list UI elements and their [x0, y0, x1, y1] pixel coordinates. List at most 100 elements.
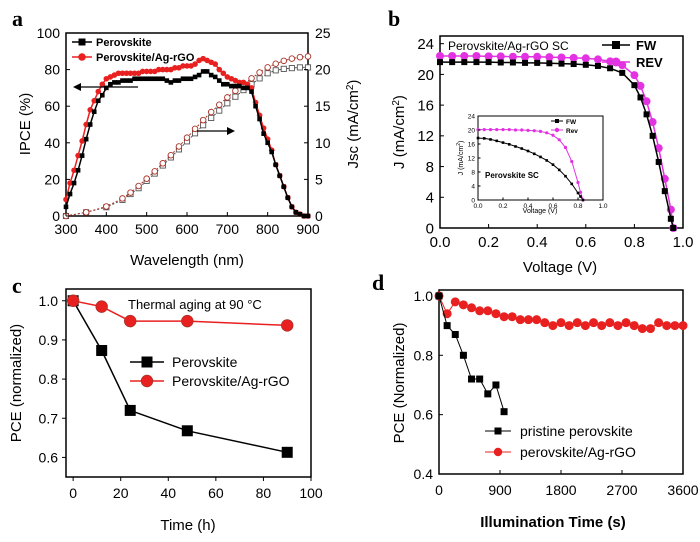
- marker-b-rev-13: [593, 55, 602, 64]
- marker-a-ipce-perovskite-21: [148, 76, 153, 82]
- legend-marker-c2: [140, 374, 154, 388]
- y-b-tick-label-6: 24: [417, 36, 434, 53]
- marker-inset-fw-10: [539, 155, 542, 159]
- x-c-tick-label-3: 60: [208, 485, 224, 501]
- marker-a-ipce-agrgo-5: [83, 121, 89, 128]
- legend-marker-b2: [611, 57, 621, 67]
- marker-inset-fw-14: [564, 174, 567, 178]
- marker-a-ipce-perovskite-4: [79, 153, 85, 158]
- marker-a-ipce-perovskite-1: [67, 191, 73, 197]
- marker-a-ipce-perovskite-37: [212, 74, 218, 80]
- marker-a-ipce-perovskite-34: [200, 69, 206, 74]
- marker-a-jsc-agrgo-2: [103, 203, 110, 210]
- marker-a-ipce-perovskite-24: [160, 76, 166, 82]
- y-a-tick-label-1: 20: [44, 171, 60, 187]
- marker-b-fw-0: [437, 59, 443, 66]
- x-a-tick-label-5: 800: [256, 221, 280, 237]
- marker-a-jsc-agrgo-11: [183, 134, 191, 141]
- y-c-tick-label-3: 0.9: [39, 332, 59, 348]
- marker-b-fw-18: [643, 111, 650, 118]
- marker-inset-fw-15: [570, 182, 574, 186]
- marker-b-rev-9: [545, 53, 554, 62]
- marker-d-pristine-5: [476, 375, 484, 383]
- marker-inset-fw-18: [581, 198, 585, 202]
- marker-a-ipce-perovskite-20: [144, 76, 149, 82]
- marker-inset-rev-5: [507, 128, 511, 132]
- marker-a-jsc-agrgo-25: [296, 53, 304, 61]
- y-inset-tick-label-0: 0: [471, 197, 475, 204]
- marker-a-ipce-perovskite-32: [192, 74, 198, 80]
- marker-b-fw-10: [558, 60, 565, 67]
- marker-a-ipce-perovskite-23: [156, 76, 162, 82]
- marker-a-ipce-perovskite-41: [229, 83, 234, 89]
- marker-inset-fw-7: [520, 147, 524, 150]
- y-axis-label-b: J (mA/cm2): [391, 95, 409, 169]
- marker-a-ipce-perovskite-30: [184, 76, 190, 82]
- marker-a-ipce-perovskite-25: [164, 78, 170, 83]
- marker-a-ipce-agrgo-24: [160, 66, 166, 73]
- marker-a-jsc-perovskite-13: [200, 122, 207, 129]
- y-b-tick-label-3: 12: [417, 128, 434, 145]
- marker-a-jsc-perovskite-22: [272, 67, 279, 74]
- marker-d-agrgo-19: [589, 318, 599, 328]
- y-inset-tick-label-1: 4: [471, 183, 475, 190]
- marker-inset-fw-0: [476, 136, 480, 140]
- marker-d-agrgo-8: [499, 312, 509, 322]
- marker-inset-fw-8: [526, 149, 530, 153]
- marker-a-ipce-agrgo-25: [164, 66, 170, 73]
- marker-b-rev-7: [521, 52, 530, 61]
- marker-a-ipce-agrgo-19: [139, 68, 146, 75]
- marker-a-ipce-perovskite-49: [261, 131, 266, 136]
- chart-title-b: Perovskite/Ag-rGO SC: [448, 39, 569, 53]
- y-inset-tick-label-2: 8: [471, 169, 475, 176]
- marker-a-ipce-perovskite-56: [289, 204, 295, 210]
- marker-d-pristine-8: [500, 408, 508, 416]
- marker-a-ipce-agrgo-15: [123, 70, 130, 77]
- legend-label-b2: REV: [636, 55, 663, 70]
- x-a-tick-label-4: 700: [216, 221, 240, 237]
- marker-inset-rev-13: [557, 138, 561, 142]
- x-d-tick-label-2: 1800: [545, 482, 576, 498]
- marker-d-agrgo-24: [629, 321, 639, 331]
- marker-b-fw-3: [473, 59, 480, 66]
- marker-c-perovskite-4: [281, 446, 293, 458]
- marker-d-agrgo-12: [532, 315, 542, 325]
- y2-axis-label-a: Jsc (mA/cm2): [345, 80, 363, 169]
- marker-a-ipce-perovskite-11: [108, 81, 113, 87]
- y-d-tick-label-0: 0.4: [414, 466, 434, 482]
- marker-a-ipce-perovskite-35: [204, 69, 210, 74]
- marker-a-jsc-agrgo-16: [224, 94, 231, 101]
- marker-a-jsc-agrgo-3: [119, 195, 126, 202]
- x-b-tick-label-2: 0.4: [527, 234, 548, 251]
- marker-b-fw-23: [670, 225, 677, 231]
- marker-a-jsc-agrgo-20: [256, 69, 263, 76]
- marker-a-ipce-perovskite-26: [168, 80, 174, 85]
- marker-d-agrgo-6: [483, 306, 493, 316]
- x-c-tick-label-1: 20: [113, 485, 129, 501]
- marker-b-fw-11: [570, 61, 577, 68]
- marker-inset-rev-8: [526, 128, 530, 132]
- y-b-tick-label-0: 0: [426, 220, 434, 237]
- x-b-tick-label-0: 0.0: [430, 234, 451, 251]
- marker-b-fw-4: [485, 59, 492, 66]
- marker-inset-fw-4: [501, 141, 505, 144]
- arrow-right-axis-head: [227, 127, 235, 135]
- marker-a-ipce-perovskite-16: [128, 78, 133, 83]
- marker-b-fw-8: [534, 59, 541, 66]
- marker-d-agrgo-2: [450, 297, 460, 307]
- x-c-tick-label-2: 40: [160, 485, 176, 501]
- x-inset-tick-label-3: 0.6: [548, 203, 557, 210]
- marker-inset-fw-6: [514, 145, 517, 148]
- y-c-tick-label-2: 0.8: [39, 371, 59, 387]
- marker-b-rev-4: [484, 52, 493, 61]
- y-b-tick-label-5: 20: [417, 67, 434, 84]
- marker-d-agrgo-16: [564, 321, 574, 331]
- marker-a-ipce-perovskite-53: [277, 173, 283, 179]
- marker-b-fw-17: [637, 94, 644, 101]
- marker-a-jsc-agrgo-12: [191, 125, 199, 133]
- marker-a-ipce-perovskite-19: [140, 76, 145, 82]
- marker-a-ipce-perovskite-0: [63, 204, 69, 210]
- marker-b-rev-2: [460, 51, 469, 60]
- marker-inset-rev-12: [551, 133, 555, 137]
- marker-a-ipce-perovskite-27: [172, 78, 178, 83]
